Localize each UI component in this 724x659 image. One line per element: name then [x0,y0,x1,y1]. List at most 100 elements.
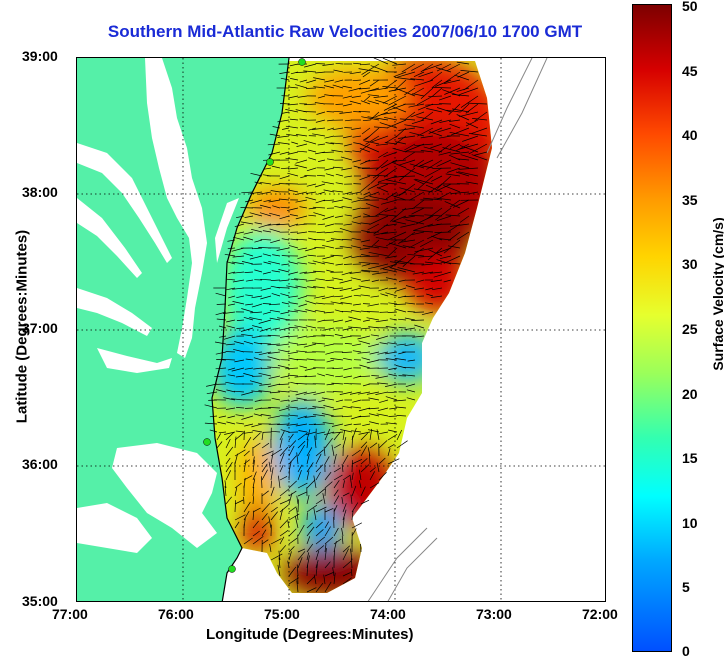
velocity-vector [306,522,313,529]
velocity-vector [288,86,299,89]
velocity-vector [312,413,326,417]
velocity-vector [308,127,317,131]
velocity-vector [446,109,461,113]
velocity-vector [440,261,461,265]
velocity-vector [261,513,268,521]
velocity-vector [377,182,398,185]
velocity-vector [422,63,443,72]
velocity-vector [436,63,452,72]
velocity-vector [251,303,263,308]
velocity-vector [387,119,407,129]
colorbar-tick: 20 [682,386,698,402]
velocity-vector [303,111,317,113]
velocity-map [77,58,605,601]
velocity-vector [225,381,236,385]
velocity-vector [428,95,443,98]
x-tick: 77:00 [52,606,88,622]
velocity-vector [343,255,353,259]
velocity-vector [367,100,380,105]
velocity-vector [268,151,281,156]
velocity-vector [228,271,236,275]
velocity-vector [288,295,299,298]
velocity-vector [342,503,347,513]
velocity-vector [394,77,416,81]
velocity-vector [308,207,317,210]
velocity-vector [360,464,370,473]
velocity-vector [313,86,326,89]
velocity-vector [226,389,236,393]
velocity-vector [432,87,452,89]
velocity-vector [405,383,416,388]
velocity-vector [456,114,470,121]
velocity-vector [359,87,371,90]
velocity-vector [358,431,371,435]
velocity-vector [252,432,261,441]
velocity-vector [449,143,461,149]
colorbar-tick: 10 [682,515,698,531]
velocity-vector [236,319,245,321]
velocity-vector [259,204,272,209]
velocity-vector [326,359,335,363]
velocity-vector [252,530,260,537]
velocity-vector [342,474,351,481]
velocity-vector [384,142,398,145]
velocity-vector [342,85,353,89]
velocity-vector [261,469,268,481]
velocity-vector [408,103,425,108]
velocity-vector [252,456,255,465]
velocity-vector [369,351,380,355]
velocity-vector [312,127,326,130]
velocity-vector [324,428,331,441]
velocity-vector [367,183,380,190]
velocity-vector [323,574,326,585]
velocity-vector [332,431,344,434]
velocity-vector [297,482,308,489]
velocity-vector [418,255,434,258]
velocity-vector [383,151,398,158]
velocity-vector [305,309,317,313]
velocity-vector [380,111,398,115]
station-marker [228,565,236,573]
velocity-vector [389,207,407,222]
velocity-vector [324,548,327,561]
velocity-vector [325,223,335,227]
velocity-vector [308,149,317,153]
velocity-vector [296,495,299,505]
velocity-vector [366,359,380,364]
velocity-vector [378,440,388,449]
velocity-vector [474,111,488,122]
velocity-vector [324,167,335,171]
velocity-vector [430,279,443,282]
velocity-vector [362,71,371,78]
velocity-vector [361,357,371,361]
velocity-vector [304,63,317,68]
velocity-vector [261,490,269,497]
velocity-vector [353,423,362,425]
velocity-vector [263,167,272,170]
velocity-vector [387,434,398,441]
velocity-vector [298,430,308,433]
velocity-vector [280,311,290,315]
velocity-vector [375,375,389,379]
velocity-vector [447,245,461,249]
velocity-vector [289,390,299,393]
velocity-vector [316,231,326,233]
velocity-vector [374,245,389,249]
velocity-vector [322,261,335,265]
velocity-vector [397,71,416,78]
velocity-vector [231,367,245,372]
velocity-vector [376,413,389,417]
velocity-vector [392,106,407,113]
velocity-vector [313,270,326,273]
velocity-vector [258,372,272,377]
velocity-vector [277,317,290,321]
velocity-vector [296,580,299,593]
velocity-vector [366,317,380,321]
velocity-vector [363,191,380,198]
velocity-vector [375,236,389,241]
velocity-vector [321,397,335,401]
velocity-vector [288,271,299,275]
velocity-vector [225,457,231,465]
velocity-vector [271,270,281,273]
velocity-vector [460,95,479,108]
